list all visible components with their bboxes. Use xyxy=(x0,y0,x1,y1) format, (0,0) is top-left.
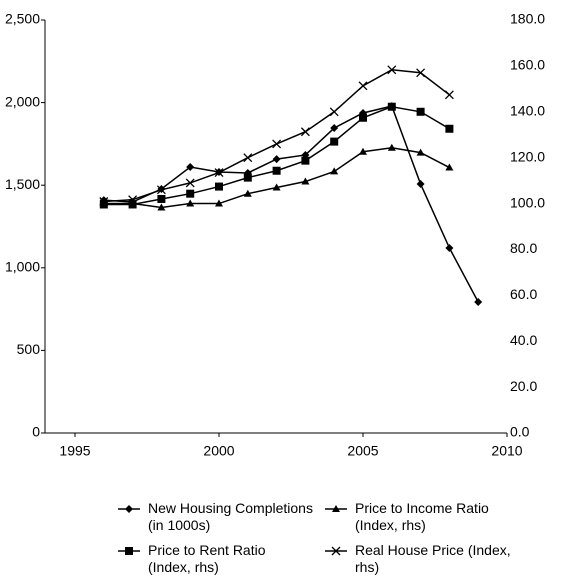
legend-label: Price to Rent Ratio (Index, rhs) xyxy=(148,542,266,575)
x-tick-label: 2010 xyxy=(491,443,522,459)
marker xyxy=(157,203,166,211)
y2-tick-label: 20.0 xyxy=(510,378,537,394)
marker xyxy=(243,173,252,182)
marker xyxy=(272,183,281,191)
marker xyxy=(215,182,223,191)
y-tick-label: 2,500 xyxy=(5,11,40,27)
marker xyxy=(358,81,368,91)
marker xyxy=(157,194,166,203)
marker xyxy=(474,297,483,306)
marker xyxy=(156,185,166,195)
marker xyxy=(445,163,454,171)
y2-tick-label: 0.0 xyxy=(510,424,530,440)
marker xyxy=(272,139,282,149)
legend-label: Real House Price (Index, rhs) xyxy=(355,542,511,575)
marker xyxy=(331,546,341,556)
x-tick-label: 2000 xyxy=(203,443,234,459)
marker xyxy=(99,200,108,209)
marker xyxy=(243,189,252,197)
marker xyxy=(272,166,281,175)
marker xyxy=(444,90,454,100)
y2-tick-label: 60.0 xyxy=(510,286,537,302)
marker xyxy=(125,547,133,555)
y-tick-label: 500 xyxy=(17,341,41,357)
marker xyxy=(416,107,425,116)
y2-tick-label: 40.0 xyxy=(510,332,537,348)
y-tick-label: 1,500 xyxy=(5,176,40,192)
y2-tick-label: 140.0 xyxy=(510,102,545,118)
marker xyxy=(243,153,253,163)
marker xyxy=(359,147,367,155)
marker xyxy=(128,200,137,209)
marker xyxy=(416,148,425,156)
y-tick-label: 0 xyxy=(32,424,40,440)
y2-tick-label: 160.0 xyxy=(510,57,545,73)
marker xyxy=(445,243,454,252)
marker xyxy=(186,199,195,207)
y2-tick-label: 100.0 xyxy=(510,194,545,210)
marker xyxy=(445,124,454,133)
marker xyxy=(387,143,396,151)
x-tick-label: 2005 xyxy=(347,443,378,459)
marker xyxy=(185,178,195,188)
y2-tick-label: 120.0 xyxy=(510,148,545,164)
marker xyxy=(272,155,281,164)
marker xyxy=(186,189,195,198)
marker xyxy=(416,68,426,78)
y-tick-label: 1,000 xyxy=(5,259,40,275)
series-line xyxy=(103,69,450,203)
marker xyxy=(300,127,310,137)
legend-label: New Housing Completions (in 1000s) xyxy=(148,500,313,533)
marker xyxy=(359,113,367,122)
marker xyxy=(301,177,310,185)
y2-tick-label: 80.0 xyxy=(510,240,537,256)
marker xyxy=(301,156,310,165)
marker xyxy=(99,197,109,206)
marker xyxy=(215,199,223,207)
marker xyxy=(186,163,195,172)
y2-tick-label: 180.0 xyxy=(510,11,545,27)
marker xyxy=(329,107,339,117)
x-tick-label: 1995 xyxy=(59,443,90,459)
marker xyxy=(330,167,339,175)
marker xyxy=(125,505,133,513)
marker xyxy=(387,102,396,111)
legend-label: Price to Income Ratio (Index, rhs) xyxy=(355,500,489,533)
marker xyxy=(416,180,425,189)
marker xyxy=(214,168,224,178)
marker xyxy=(387,65,397,75)
marker xyxy=(330,124,339,133)
marker xyxy=(330,137,339,146)
y-tick-label: 2,000 xyxy=(5,93,40,109)
marker xyxy=(332,505,340,512)
series-line xyxy=(103,105,479,303)
marker xyxy=(128,195,138,205)
